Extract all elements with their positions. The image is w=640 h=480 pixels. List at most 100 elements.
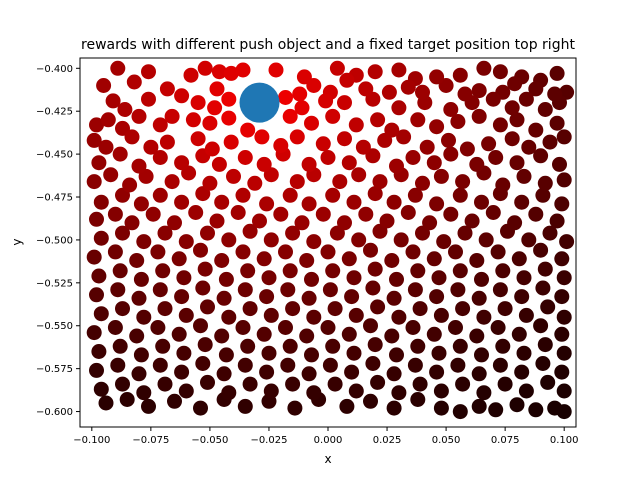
data-point [136, 309, 152, 325]
data-point [273, 138, 289, 153]
data-point [237, 282, 253, 298]
data-point [100, 112, 116, 128]
data-point [325, 263, 341, 279]
data-point [112, 263, 128, 279]
data-point [103, 167, 119, 183]
data-point [422, 215, 438, 231]
data-point [235, 320, 251, 335]
data-point [455, 376, 471, 392]
data-point [159, 134, 175, 150]
data-point [370, 299, 386, 315]
data-point [263, 383, 279, 399]
data-point [131, 366, 147, 382]
data-point [150, 244, 166, 260]
data-point [384, 328, 400, 344]
data-point [126, 74, 142, 90]
data-point [278, 320, 293, 335]
data-point [365, 280, 381, 296]
data-point [301, 156, 317, 172]
data-point [410, 263, 426, 279]
data-point [200, 374, 215, 390]
data-point [370, 374, 386, 390]
data-point [433, 307, 449, 323]
data-point [471, 108, 487, 124]
data-point [471, 83, 487, 99]
data-point [259, 364, 275, 380]
data-point [202, 115, 218, 131]
data-point [400, 205, 416, 220]
data-point [559, 234, 575, 250]
data-point [230, 205, 246, 220]
data-point [516, 345, 532, 361]
data-point [339, 72, 355, 88]
data-point [263, 307, 279, 323]
data-point [202, 175, 218, 191]
data-point [183, 67, 199, 83]
y-tick-label: −0.550 [36, 321, 73, 332]
data-point [490, 244, 506, 260]
x-axis-ticks: −0.100 −0.075 −0.050 −0.025 0.000 0.025 0.050 0… [73, 427, 579, 446]
data-point [143, 139, 159, 155]
data-point [396, 129, 412, 145]
data-point [216, 290, 232, 306]
data-point [218, 271, 234, 287]
data-point [516, 168, 532, 184]
data-point [556, 129, 572, 145]
data-point [112, 146, 128, 162]
data-point [393, 232, 409, 248]
data-point [405, 150, 421, 165]
data-point [247, 175, 263, 191]
x-axis-label: x [324, 452, 331, 466]
data-point [176, 345, 192, 361]
data-point [367, 337, 383, 353]
data-point [185, 112, 201, 128]
x-tick-label: 0.100 [550, 435, 579, 446]
data-point [107, 320, 123, 335]
data-point [537, 175, 553, 191]
y-tick-label: −0.500 [36, 235, 73, 246]
data-point [452, 404, 468, 420]
y-tick-label: −0.525 [36, 278, 73, 289]
data-point [112, 338, 128, 354]
data-point [242, 301, 258, 317]
data-point [174, 364, 190, 380]
data-point [256, 156, 272, 172]
data-point [455, 301, 471, 317]
data-point [176, 270, 192, 286]
data-point [110, 60, 126, 76]
data-point [254, 129, 270, 145]
data-point [556, 383, 572, 399]
data-point [429, 119, 445, 135]
data-point [367, 261, 383, 277]
data-point [337, 215, 352, 231]
data-point [492, 357, 508, 373]
data-point [268, 62, 284, 78]
data-point [346, 345, 362, 361]
data-point [492, 64, 508, 80]
data-point [521, 139, 537, 155]
data-point [235, 62, 251, 78]
data-point [259, 289, 275, 305]
data-point [485, 205, 501, 220]
data-point [521, 232, 537, 248]
data-point [495, 263, 511, 279]
data-point [384, 253, 400, 268]
data-point [410, 338, 426, 354]
data-point [415, 84, 430, 100]
data-point [200, 225, 215, 241]
data-point [358, 206, 374, 222]
data-point [528, 122, 544, 138]
data-point [86, 132, 102, 148]
data-point [155, 263, 171, 279]
data-point [110, 282, 126, 298]
data-point [150, 320, 166, 335]
data-point [426, 326, 442, 342]
data-point [157, 301, 173, 317]
x-tick-label: −0.025 [250, 435, 287, 446]
data-point [193, 242, 208, 258]
data-point [443, 206, 459, 222]
data-point [407, 187, 423, 203]
data-point [533, 242, 549, 258]
data-point [549, 213, 565, 229]
data-point [282, 338, 298, 354]
